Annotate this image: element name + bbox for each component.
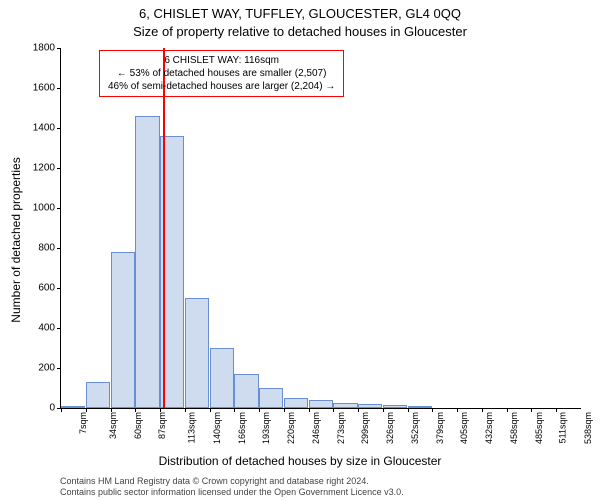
x-tick-mark: [284, 408, 285, 412]
x-tick-label: 538sqm: [583, 412, 593, 444]
x-tick-label: 166sqm: [237, 412, 247, 444]
x-axis-label: Distribution of detached houses by size …: [0, 454, 600, 468]
x-tick-mark: [210, 408, 211, 412]
x-tick-label: 113sqm: [186, 412, 196, 443]
x-tick-label: 220sqm: [286, 412, 296, 444]
y-tick-label: 1200: [33, 163, 61, 174]
x-tick-mark: [309, 408, 310, 412]
histogram-bar: [61, 406, 85, 408]
x-tick-label: 193sqm: [261, 412, 271, 444]
chart-title-sub: Size of property relative to detached ho…: [0, 24, 600, 39]
x-tick-label: 7sqm: [78, 412, 88, 434]
x-tick-label: 246sqm: [311, 412, 321, 444]
histogram-bar: [383, 405, 407, 408]
y-tick-label: 600: [38, 283, 61, 294]
histogram-bar: [86, 382, 110, 408]
histogram-bar: [185, 298, 209, 408]
x-tick-label: 273sqm: [336, 412, 346, 444]
x-tick-mark: [383, 408, 384, 412]
x-tick-label: 405sqm: [459, 412, 469, 444]
histogram-bar: [135, 116, 159, 408]
x-tick-label: 140sqm: [212, 412, 222, 444]
annotation-line2: ← 53% of detached houses are smaller (2,…: [108, 67, 335, 80]
x-tick-label: 326sqm: [385, 412, 395, 444]
x-tick-mark: [61, 408, 62, 412]
x-tick-mark: [556, 408, 557, 412]
x-tick-label: 299sqm: [360, 412, 370, 444]
x-tick-label: 352sqm: [410, 412, 420, 444]
y-tick-label: 0: [49, 403, 61, 414]
x-tick-mark: [160, 408, 161, 412]
y-axis-label: Number of detached properties: [9, 157, 23, 322]
x-tick-mark: [333, 408, 334, 412]
x-tick-mark: [259, 408, 260, 412]
annotation-line3: 46% of semi-detached houses are larger (…: [108, 80, 335, 93]
x-tick-mark: [482, 408, 483, 412]
x-tick-mark: [457, 408, 458, 412]
y-tick-label: 400: [38, 323, 61, 334]
histogram-bar: [358, 404, 382, 408]
y-tick-label: 1800: [33, 43, 61, 54]
x-tick-label: 60sqm: [133, 412, 143, 439]
x-tick-mark: [135, 408, 136, 412]
x-tick-label: 485sqm: [534, 412, 544, 444]
x-tick-mark: [358, 408, 359, 412]
x-tick-mark: [185, 408, 186, 412]
histogram-bar: [309, 400, 333, 408]
property-marker-line: [163, 48, 165, 408]
x-tick-mark: [111, 408, 112, 412]
x-tick-label: 87sqm: [157, 412, 167, 439]
annotation-line1: 6 CHISLET WAY: 116sqm: [108, 54, 335, 67]
x-tick-label: 432sqm: [484, 412, 494, 444]
attribution-line-2: Contains public sector information licen…: [60, 487, 404, 497]
chart-container: 6, CHISLET WAY, TUFFLEY, GLOUCESTER, GL4…: [0, 0, 600, 500]
x-tick-label: 379sqm: [435, 412, 445, 444]
annotation-box: 6 CHISLET WAY: 116sqm← 53% of detached h…: [99, 50, 344, 97]
histogram-bar: [210, 348, 234, 408]
y-tick-label: 800: [38, 243, 61, 254]
histogram-bar: [234, 374, 258, 408]
x-tick-label: 34sqm: [108, 412, 118, 439]
x-tick-mark: [432, 408, 433, 412]
y-tick-label: 200: [38, 363, 61, 374]
y-tick-label: 1000: [33, 203, 61, 214]
histogram-bar: [111, 252, 135, 408]
y-tick-label: 1600: [33, 83, 61, 94]
histogram-bar: [284, 398, 308, 408]
histogram-bar: [333, 403, 357, 408]
plot-area: 0200400600800100012001400160018007sqm34s…: [60, 48, 581, 409]
histogram-bar: [259, 388, 283, 408]
x-tick-mark: [234, 408, 235, 412]
histogram-bar: [408, 406, 432, 408]
x-tick-mark: [408, 408, 409, 412]
x-tick-mark: [86, 408, 87, 412]
x-tick-label: 458sqm: [509, 412, 519, 444]
x-tick-label: 511sqm: [558, 412, 568, 443]
x-tick-mark: [531, 408, 532, 412]
y-tick-label: 1400: [33, 123, 61, 134]
x-tick-mark: [507, 408, 508, 412]
chart-title-main: 6, CHISLET WAY, TUFFLEY, GLOUCESTER, GL4…: [0, 6, 600, 21]
attribution-line-1: Contains HM Land Registry data © Crown c…: [60, 476, 369, 486]
